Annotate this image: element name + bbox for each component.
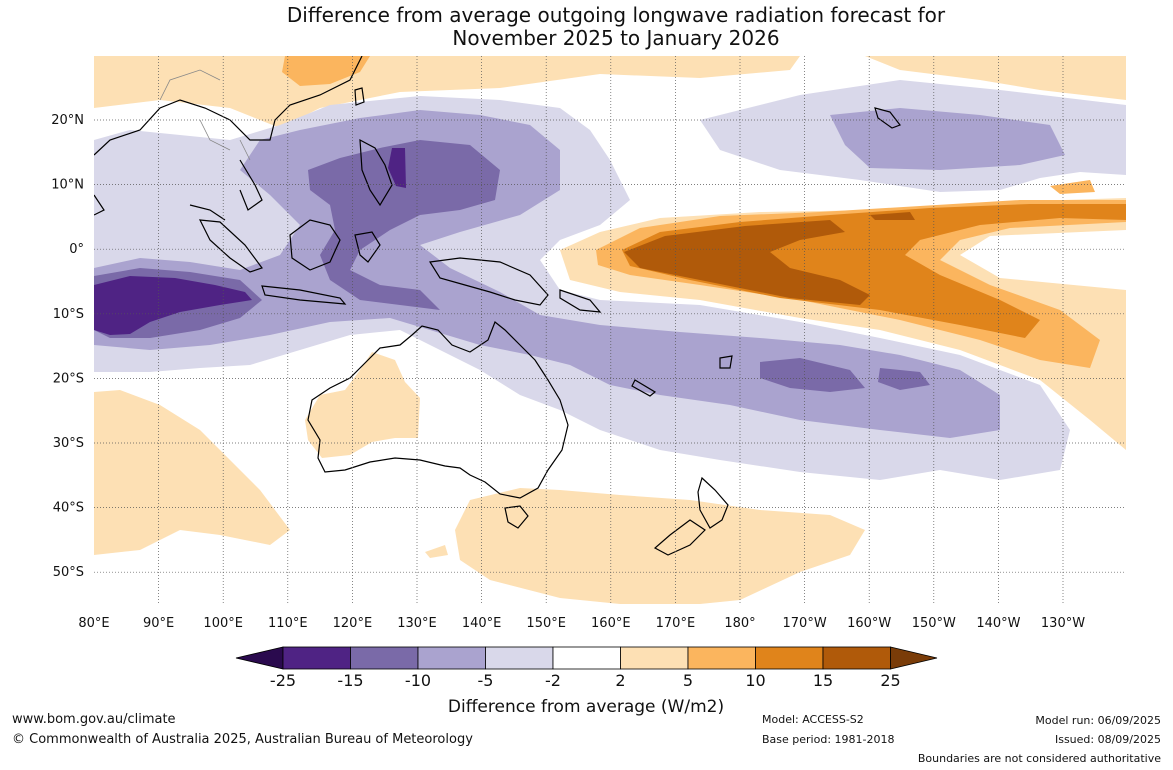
- map-title: Difference from average outgoing longwav…: [0, 4, 1173, 50]
- latitude-label: 30°S: [53, 436, 84, 451]
- latitude-label: 10°S: [53, 307, 84, 322]
- longitude-label: 130°E: [397, 616, 437, 631]
- java-coast: [261, 285, 347, 305]
- latitude-label: 10°N: [51, 178, 84, 193]
- solomon-coast: [559, 289, 602, 313]
- model-text: Model: ACCESS-S2: [762, 713, 864, 726]
- colorbar-tick-labels: -25 -15 -10 -5 -2 2 5 10 15 25: [270, 671, 901, 690]
- longitude-label: 160°E: [591, 616, 631, 631]
- longitude-label: 170°W: [783, 616, 827, 631]
- colorbar-tick-label: 2: [615, 671, 625, 690]
- new-zealand-north-coast: [697, 476, 729, 529]
- new-guinea-coast: [428, 257, 549, 306]
- longitude-label: 110°E: [268, 616, 308, 631]
- anomaly-positive-very-strong: [624, 212, 915, 305]
- new-caledonia-coast: [631, 379, 657, 397]
- disclaimer-text: Boundaries are not considered authoritat…: [917, 752, 1161, 765]
- model-run-text: Model run: 06/09/2025: [1035, 714, 1161, 727]
- issued-text: Issued: 08/09/2025: [1054, 733, 1161, 746]
- longitude-label: 140°E: [462, 616, 502, 631]
- colorbar-segment: [687, 646, 756, 670]
- sumatra-coast: [198, 219, 263, 273]
- hawaii-coast: [874, 107, 901, 129]
- philippines-coast: [359, 138, 393, 207]
- colorbar-segment: [620, 646, 689, 670]
- colorbar-tick-label: -25: [270, 671, 296, 690]
- colorbar-segment: [822, 646, 891, 670]
- anomaly-negative-very-strong: [94, 148, 406, 335]
- latitude-label: 0°: [69, 242, 84, 257]
- colorbar-segment: [485, 646, 554, 670]
- borneo-coast: [289, 219, 341, 271]
- colorbar: [235, 646, 938, 670]
- longitude-label: 140°W: [976, 616, 1020, 631]
- new-zealand-south-coast: [653, 519, 706, 556]
- colorbar-tick-label: -15: [337, 671, 363, 690]
- longitude-labels: 80°E 90°E 100°E 110°E 120°E 130°E 140°E 150°E 16…: [78, 616, 1085, 631]
- tasmania-coast: [504, 505, 529, 529]
- sulawesi-coast: [354, 231, 381, 263]
- gridlines: [94, 56, 1126, 604]
- colorbar-extend-low: [235, 646, 284, 670]
- longitude-label: 100°E: [203, 616, 243, 631]
- longitude-label: 170°E: [656, 616, 696, 631]
- colorbar-tick-label: -5: [478, 671, 494, 690]
- longitude-label: 180°: [724, 616, 755, 631]
- latitude-label: 20°S: [53, 371, 84, 386]
- colorbar-tick-label: -10: [405, 671, 431, 690]
- taiwan-coast: [354, 87, 365, 106]
- colorbar-segment: [282, 646, 351, 670]
- longitude-label: 150°W: [912, 616, 956, 631]
- australia-coast: [307, 321, 569, 499]
- title-line-1: Difference from average outgoing longwav…: [286, 3, 946, 27]
- copyright-text: © Commonwealth of Australia 2025, Austra…: [12, 732, 473, 747]
- fiji-coast: [719, 355, 733, 369]
- longitude-label: 90°E: [143, 616, 174, 631]
- longitude-label: 130°W: [1041, 616, 1085, 631]
- colorbar-tick-label: 25: [880, 671, 900, 690]
- colorbar-title: Difference from average (W/m2): [448, 697, 724, 717]
- map-area: [94, 56, 1126, 604]
- coastlines: [94, 56, 901, 556]
- colorbar-tick-label: 10: [745, 671, 765, 690]
- colorbar-segment: [350, 646, 419, 670]
- colorbar-segment: [755, 646, 824, 670]
- asia-mainland-coast: [94, 56, 363, 221]
- colorbar-tick-label: 15: [813, 671, 833, 690]
- latitude-label: 50°S: [53, 565, 84, 580]
- website-link[interactable]: www.bom.gov.au/climate: [12, 712, 176, 727]
- title-line-2: November 2025 to January 2026: [452, 26, 780, 50]
- longitude-label: 80°E: [78, 616, 109, 631]
- longitude-label: 120°E: [333, 616, 373, 631]
- colorbar-tick-label: -2: [545, 671, 561, 690]
- colorbar-segment: [552, 646, 621, 670]
- longitude-label: 160°W: [847, 616, 891, 631]
- base-period-text: Base period: 1981-2018: [762, 733, 895, 746]
- colorbar-extend-high: [890, 646, 938, 670]
- latitude-label: 20°N: [51, 113, 84, 128]
- colorbar-segment: [417, 646, 486, 670]
- colorbar-tick-label: 5: [683, 671, 693, 690]
- latitude-label: 40°S: [53, 501, 84, 516]
- latitude-labels: 20°N 10°N 0° 10°S 20°S 30°S 40°S 50°S: [51, 113, 84, 580]
- longitude-label: 150°E: [526, 616, 566, 631]
